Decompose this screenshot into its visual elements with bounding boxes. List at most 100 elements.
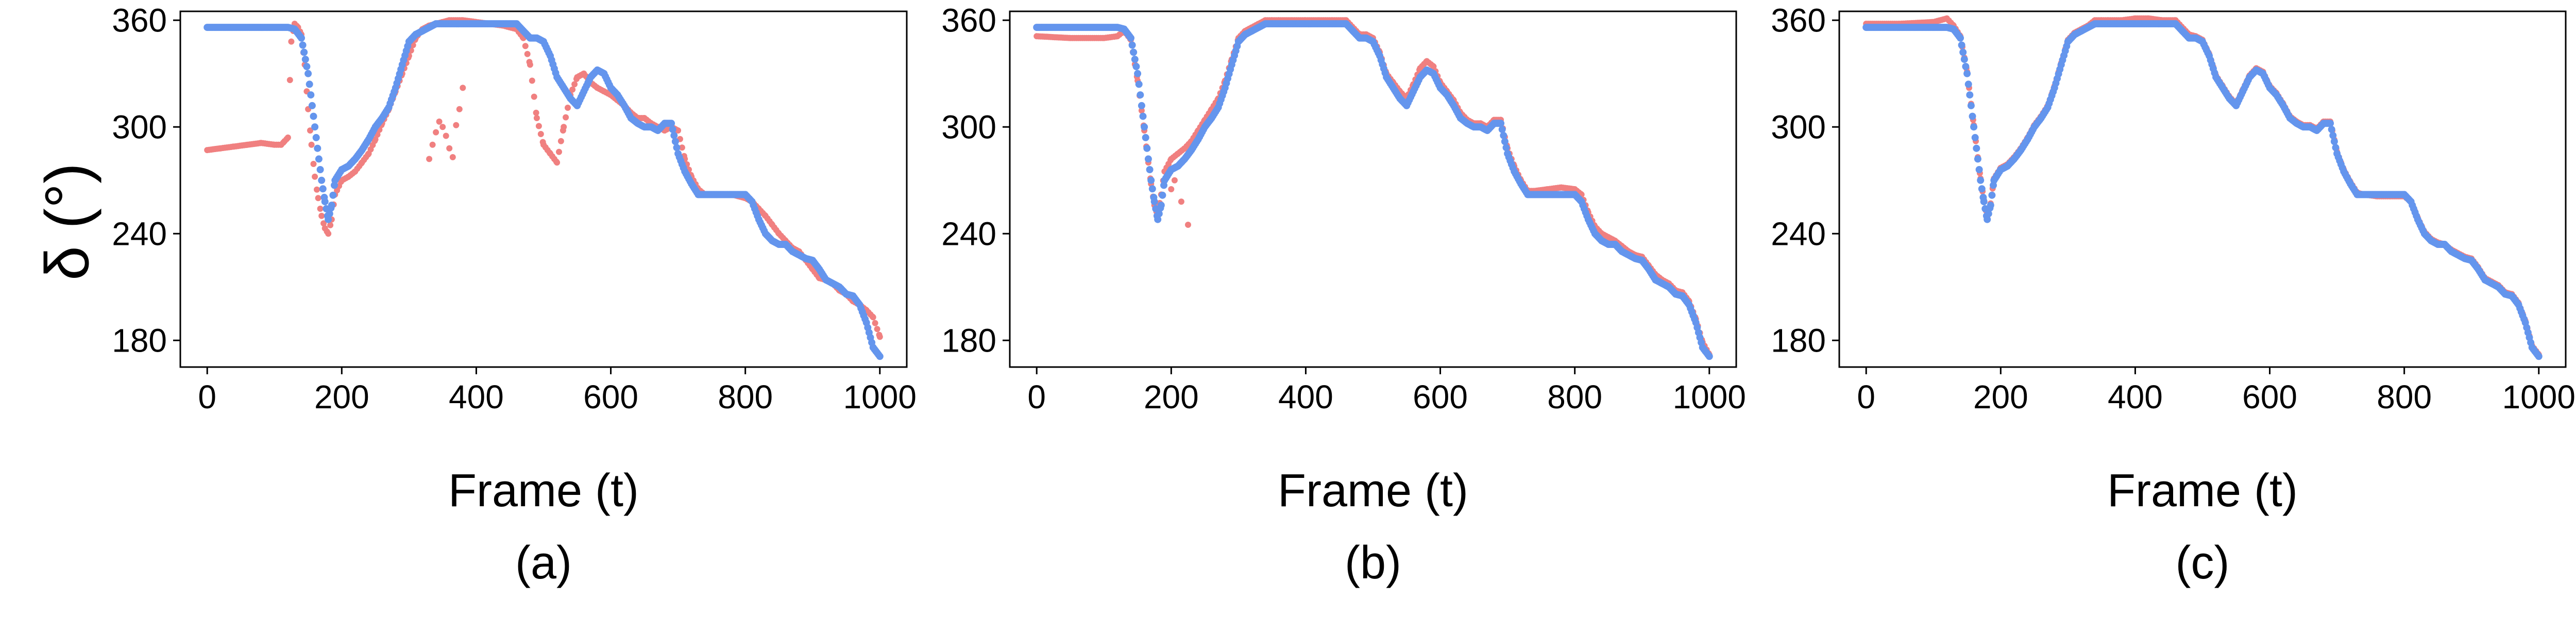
y-tick-label: 180: [941, 322, 996, 359]
data-point: [1139, 112, 1147, 120]
data-point: [1967, 102, 1975, 109]
x-tick-label: 400: [2108, 378, 2163, 416]
data-point: [524, 51, 531, 57]
data-point: [314, 144, 321, 152]
data-point: [1501, 138, 1509, 145]
data-point: [325, 230, 332, 237]
y-tick-label: 240: [112, 215, 167, 252]
data-point: [2535, 353, 2543, 360]
data-point: [1987, 202, 1994, 209]
data-point: [1980, 198, 1988, 206]
data-point: [1962, 63, 1970, 70]
data-point: [315, 195, 321, 202]
data-point: [310, 112, 317, 120]
data-point: [449, 154, 456, 160]
data-point: [321, 198, 329, 206]
data-point: [299, 41, 307, 49]
data-point: [571, 81, 578, 88]
data-point: [874, 326, 880, 333]
data-point: [326, 210, 333, 218]
data-point: [315, 155, 323, 163]
data-point: [533, 115, 540, 121]
data-point: [1138, 107, 1145, 114]
data-point: [1970, 123, 1978, 131]
data-point: [439, 124, 446, 130]
data-point: [554, 159, 561, 166]
data-point: [1144, 155, 1152, 163]
data-point: [319, 185, 327, 193]
data-point: [1128, 41, 1136, 49]
data-point: [318, 212, 325, 219]
data-point: [1960, 56, 1968, 63]
y-tick-label: 360: [941, 2, 996, 39]
y-tick-label: 180: [112, 322, 167, 359]
data-point: [561, 124, 567, 130]
data-point: [2330, 138, 2338, 145]
data-point: [1185, 222, 1191, 228]
data-point: [565, 105, 571, 111]
data-point: [1142, 134, 1149, 141]
data-point: [1969, 112, 1976, 120]
data-point: [1958, 41, 1965, 49]
data-point: [288, 38, 295, 45]
data-point: [300, 48, 308, 56]
data-point: [1974, 155, 1981, 163]
x-tick-label: 400: [1278, 378, 1333, 416]
series-scatter-cluster: [1168, 177, 1191, 228]
data-point: [429, 141, 436, 148]
data-point: [1430, 63, 1437, 70]
data-point: [433, 129, 439, 136]
data-point: [446, 145, 453, 152]
data-point: [679, 144, 685, 151]
x-axis-label: Frame (t): [1278, 465, 1468, 517]
data-point: [1984, 215, 1991, 223]
data-point: [1705, 353, 1713, 360]
data-point: [314, 186, 320, 193]
data-point: [1959, 48, 1967, 56]
data-point: [1971, 134, 1979, 141]
data-point: [535, 123, 542, 129]
data-point: [1988, 191, 1996, 199]
data-point: [1131, 56, 1139, 63]
data-point: [557, 138, 564, 144]
data-point: [304, 70, 312, 77]
data-point: [308, 102, 316, 109]
data-point: [569, 86, 576, 93]
data-point: [1168, 186, 1175, 192]
x-tick-label: 1000: [2502, 378, 2575, 416]
y-tick-label: 360: [1771, 2, 1826, 39]
data-point: [307, 91, 315, 99]
data-point: [1137, 91, 1144, 99]
data-point: [673, 144, 681, 152]
data-point: [325, 215, 332, 223]
data-point: [2327, 120, 2334, 127]
data-point: [531, 93, 537, 100]
data-point: [329, 191, 337, 199]
x-tick-label: 800: [2377, 378, 2432, 416]
data-point: [671, 138, 679, 145]
series-scatter-cluster: [426, 85, 466, 162]
data-point: [675, 127, 682, 134]
data-point: [563, 114, 569, 121]
data-point: [456, 106, 463, 112]
series-ground-truth: [204, 20, 884, 360]
panel-a: 0 200 400 600 800 1000 180 240 300 360 Frame (t) (a…: [112, 2, 917, 589]
x-axis-label: Frame (t): [448, 465, 639, 517]
data-point: [1975, 166, 1983, 173]
data-point: [1171, 177, 1178, 184]
data-point: [1964, 80, 1972, 88]
data-point: [1154, 215, 1162, 223]
data-point: [870, 314, 876, 321]
data-point: [312, 173, 318, 180]
data-point: [318, 176, 326, 184]
data-point: [1963, 70, 1971, 77]
panel-b: 0 200 400 600 800 1000 180 240 300 360 Frame (t) (b…: [941, 2, 1746, 589]
x-tick-label: 0: [1857, 378, 1875, 416]
series-ground-truth: [1033, 20, 1713, 360]
data-point: [1134, 70, 1142, 77]
data-point: [317, 205, 324, 212]
data-point: [876, 353, 884, 360]
data-point: [670, 131, 678, 139]
data-point: [460, 85, 466, 91]
